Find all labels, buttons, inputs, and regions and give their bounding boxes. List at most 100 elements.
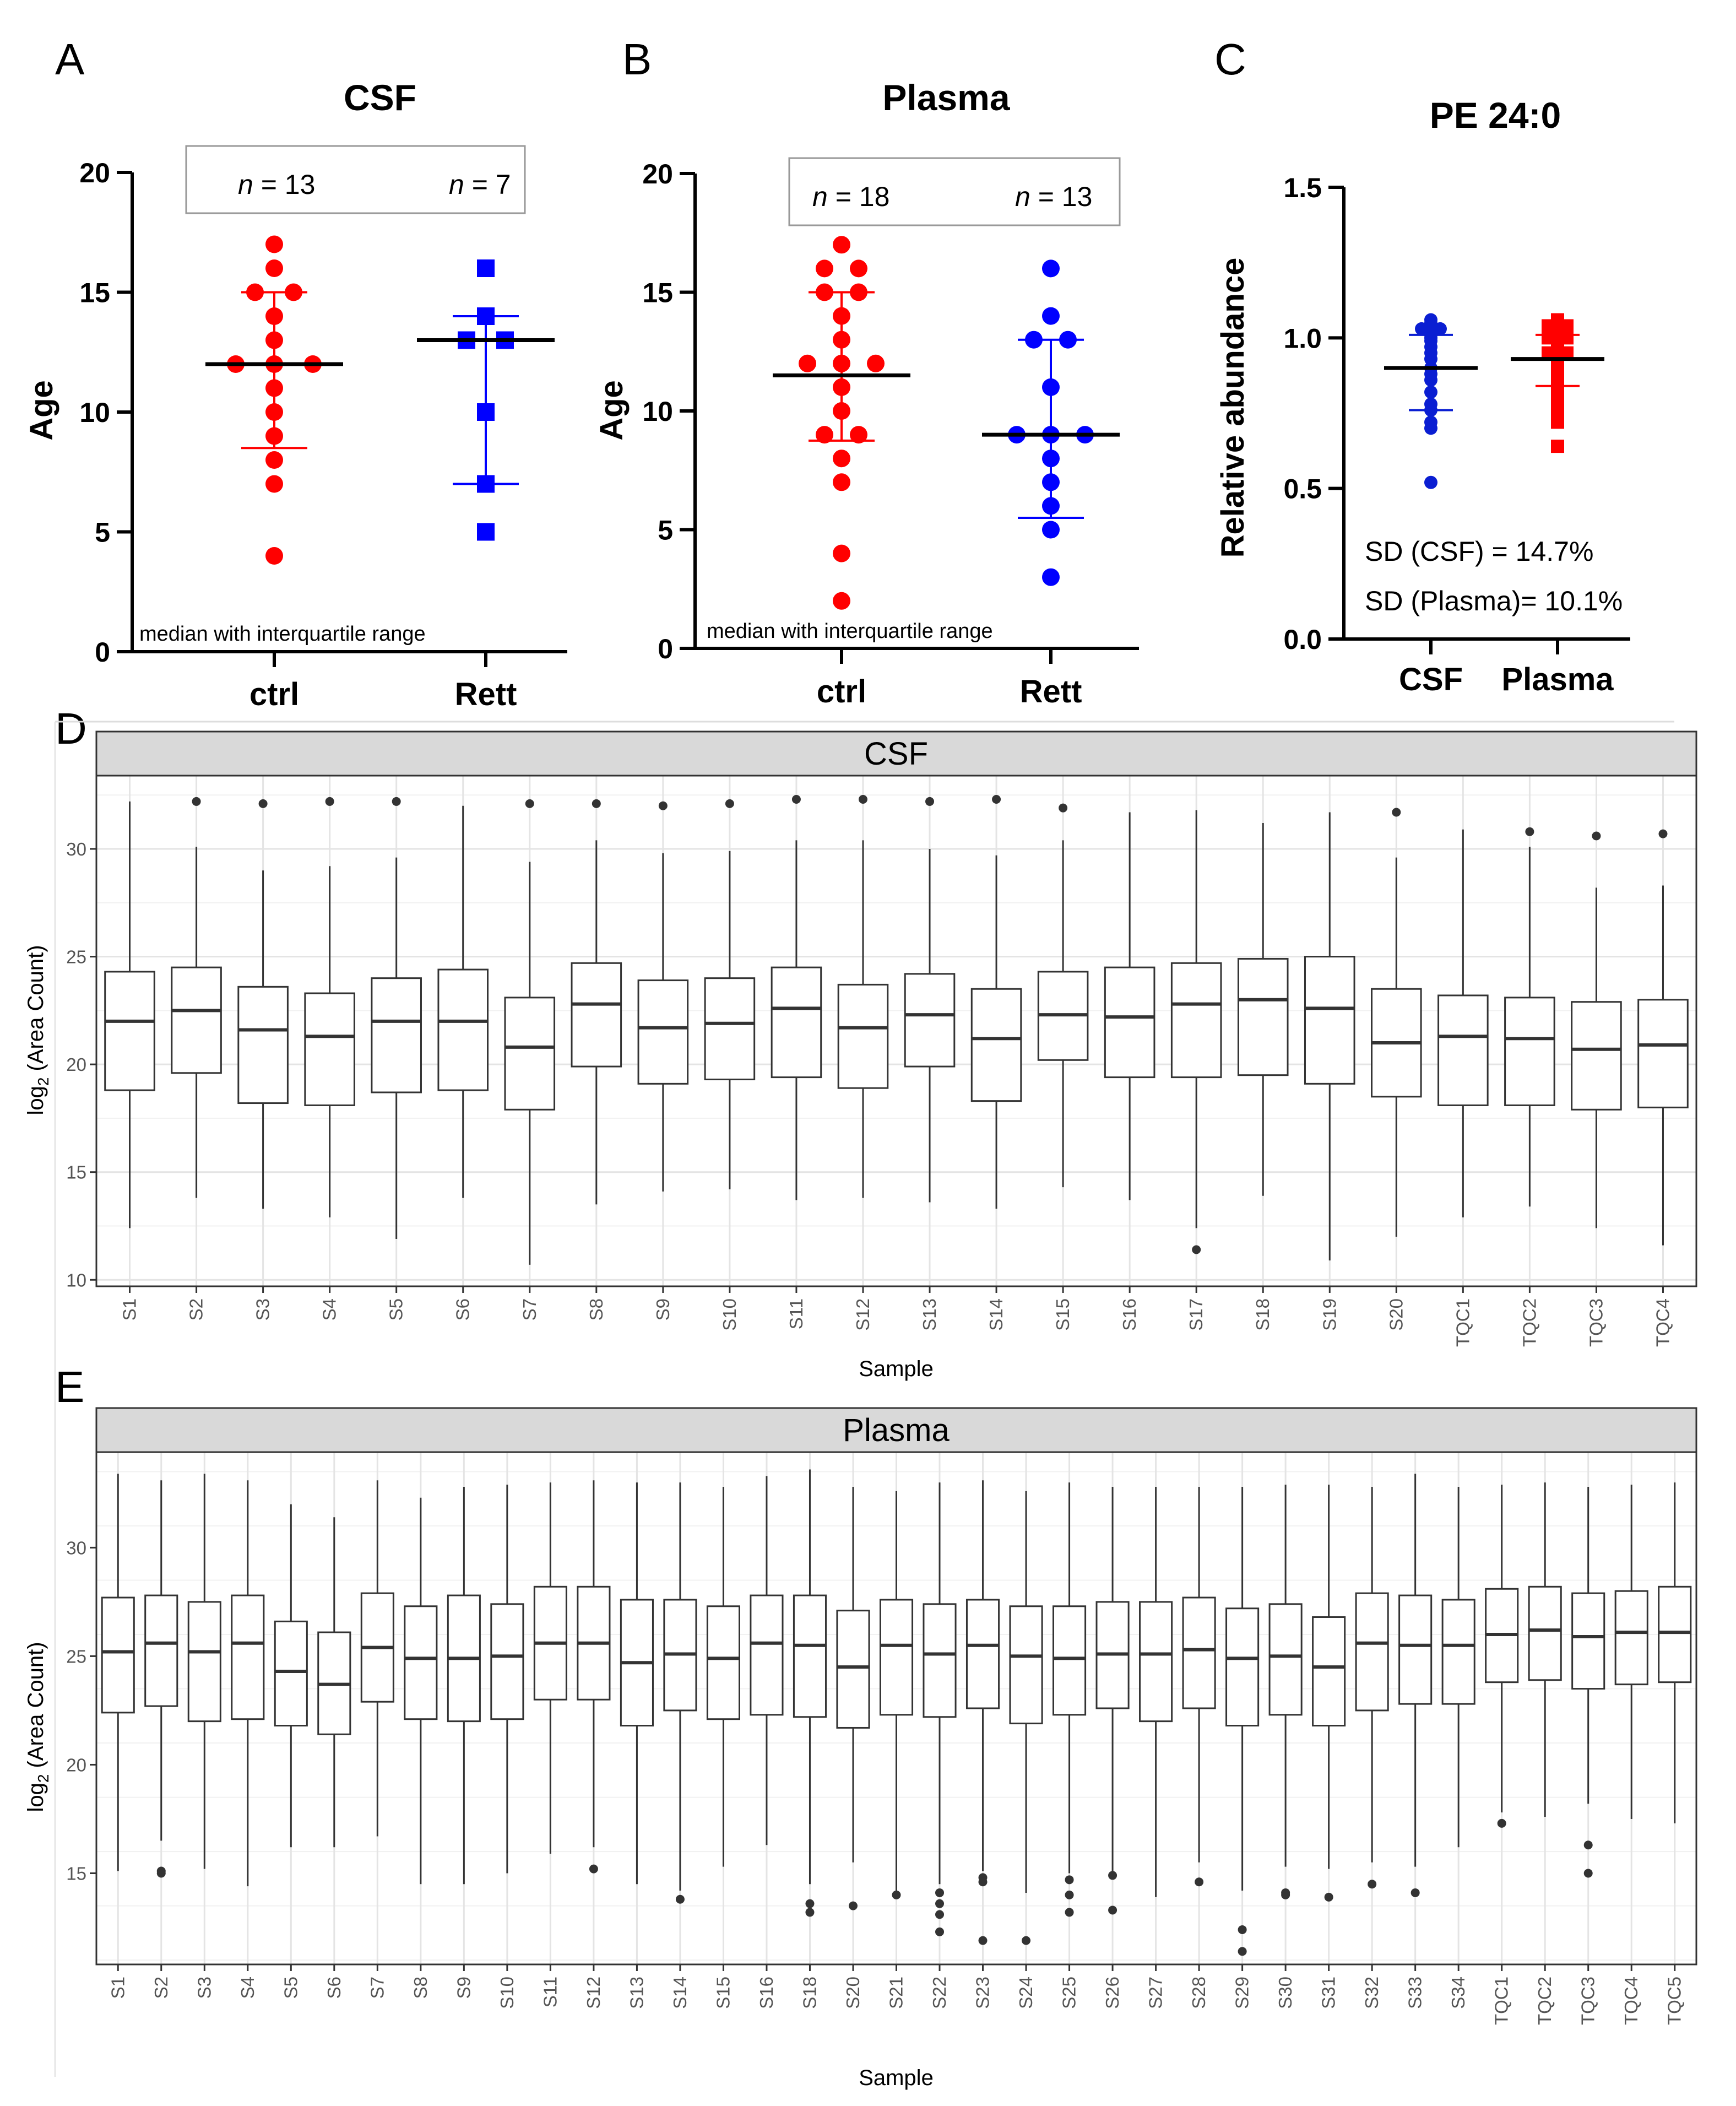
iqr-box [504, 997, 556, 1111]
panel-b-age-plasma: Plasma n = 18 n = 13 Age median with int… [594, 77, 1139, 710]
group-rett [982, 259, 1120, 586]
data-point [265, 259, 283, 277]
data-point [1551, 440, 1564, 453]
box-s19 [1304, 812, 1355, 1261]
outlier-point [925, 797, 935, 806]
x-tick-label: TQC3 [1578, 1977, 1598, 2025]
box-s9 [447, 1487, 481, 1885]
panel-b-annotation: median with interquartile range [707, 620, 993, 643]
y-tick-label: 5 [658, 515, 673, 546]
panel-b-title: Plasma [882, 77, 1010, 118]
iqr-box [1139, 1601, 1173, 1723]
panel-a-legend-box [185, 145, 526, 214]
data-point [833, 473, 850, 491]
outlier-point [589, 1864, 598, 1874]
outlier-point [725, 799, 734, 808]
panel-a-x-tick-rett: Rett [455, 676, 517, 712]
data-point [1042, 497, 1060, 515]
x-tick-label: S22 [929, 1977, 950, 2009]
x-tick-label: S8 [586, 1298, 606, 1320]
iqr-box [1104, 966, 1155, 1079]
box-s2 [144, 1480, 178, 1878]
x-tick-label: S25 [1059, 1977, 1079, 2009]
iqr-box [104, 971, 155, 1091]
panel-c-marks [1384, 313, 1604, 489]
panel-e-plasma-boxplot: Plasma log2 (Area Count) Sample 15 20 25 30… [24, 1407, 1697, 2090]
group-plasma [1511, 313, 1604, 453]
panel-b-x-tick-ctrl: ctrl [817, 674, 866, 710]
x-tick-label: S9 [653, 1298, 673, 1320]
iqr-box [1268, 1603, 1303, 1716]
x-tick-label: S14 [986, 1298, 1006, 1331]
x-tick-label: S21 [886, 1977, 907, 2009]
x-tick-label: S30 [1275, 1977, 1295, 2009]
outlier-point [1238, 1925, 1247, 1934]
outlier-point [992, 795, 1001, 804]
iqr-box [1170, 962, 1222, 1079]
panel-b-n-ctrl: n = 18 [812, 181, 889, 212]
panel-b-y-axis-title: Age [594, 380, 630, 441]
x-tick-label: S20 [843, 1977, 863, 2009]
outlier-point [805, 1899, 815, 1908]
data-point [477, 475, 495, 493]
iqr-box [771, 966, 822, 1079]
y-tick-label: 25 [66, 947, 86, 967]
box-s21 [879, 1491, 914, 1899]
panel-e-plot-area: 15 20 25 30 S1 S2 S3 S4 S5 S6 S7 S8 S9 S10 S11 S12 S13 S1… [66, 1451, 1697, 2025]
iqr-box [187, 1601, 221, 1723]
data-point [833, 450, 850, 468]
iqr-box [1355, 1592, 1389, 1712]
x-tick-label: S7 [519, 1298, 540, 1320]
x-tick-label: S1 [120, 1298, 140, 1320]
iqr-box [879, 1599, 914, 1716]
iqr-box [490, 1603, 524, 1720]
panel-a-y-axis-title: Age [24, 380, 59, 441]
iqr-box [101, 1596, 135, 1714]
data-point [265, 427, 283, 445]
box-s10 [490, 1485, 524, 1874]
panel-letter-d: D [55, 704, 87, 753]
box-s15 [1037, 803, 1089, 1188]
x-tick-label: S3 [253, 1298, 273, 1320]
box-s31 [1312, 1485, 1346, 1902]
data-point [477, 403, 495, 421]
data-point [1025, 331, 1043, 349]
outlier-point [978, 1936, 988, 1945]
y-tick-label: 10 [79, 397, 110, 428]
outlier-point [935, 1888, 945, 1897]
outlier-point [1410, 1888, 1420, 1897]
iqr-box [171, 966, 222, 1074]
iqr-box [304, 992, 355, 1106]
panel-a-n-rett-value: = 7 [472, 169, 511, 200]
data-point [265, 235, 283, 253]
x-tick-label: TQC4 [1621, 1977, 1641, 2025]
x-tick-label: TQC1 [1491, 1977, 1512, 2025]
panel-d-x-axis-title: Sample [859, 1357, 934, 1381]
iqr-box [1237, 957, 1289, 1076]
box-tqc2 [1504, 827, 1555, 1207]
outlier-point [258, 799, 268, 808]
panel-c-y-axis-title: Relative abundance [1215, 258, 1251, 558]
y-tick-label: 15 [66, 1863, 86, 1883]
data-point [1042, 259, 1060, 278]
panel-letter-c: C [1214, 35, 1246, 84]
box-s4 [231, 1480, 265, 1887]
data-point [799, 354, 816, 372]
box-s23 [965, 1480, 1000, 1945]
iqr-box [1614, 1590, 1648, 1686]
box-s12 [837, 795, 889, 1198]
outlier-point [1065, 1890, 1074, 1899]
iqr-box [1441, 1599, 1475, 1705]
x-tick-label: S8 [410, 1977, 431, 1999]
outlier-point [978, 1877, 988, 1887]
data-point [1424, 352, 1437, 366]
panel-c-x-tick-csf: CSF [1399, 662, 1463, 697]
iqr-box [793, 1594, 827, 1718]
iqr-box [1182, 1596, 1216, 1709]
y-tick-label: 30 [66, 1537, 86, 1558]
x-tick-label: S1 [107, 1977, 128, 1999]
x-tick-label: S5 [386, 1298, 406, 1320]
x-tick-label: S16 [756, 1977, 777, 2009]
outlier-point [325, 797, 334, 806]
